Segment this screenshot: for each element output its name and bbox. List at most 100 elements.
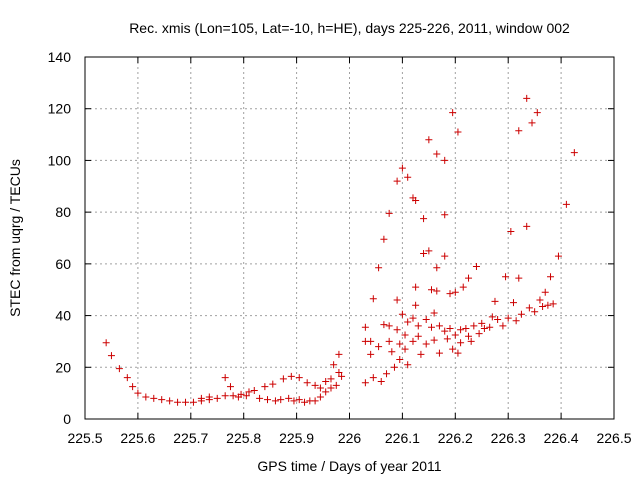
data-point — [528, 119, 536, 127]
data-point — [533, 109, 541, 117]
x-axis-title: GPS time / Days of year 2011 — [257, 458, 441, 474]
data-point — [414, 332, 422, 340]
data-point — [422, 315, 430, 323]
grid-lines — [85, 57, 614, 419]
x-tick-label: 226.2 — [438, 430, 473, 446]
data-point — [446, 290, 454, 298]
x-axis-ticks: 225.5 225.6 225.7 225.8 225.9 226 226.1 226.2 22… — [67, 57, 632, 446]
data-point — [335, 368, 343, 376]
data-point — [385, 322, 393, 330]
data-point — [562, 200, 570, 208]
data-point — [523, 94, 531, 102]
x-tick-label: 226.4 — [544, 430, 579, 446]
data-point — [367, 350, 375, 358]
data-point — [361, 323, 369, 331]
data-point — [396, 340, 404, 348]
x-tick-label: 226 — [338, 430, 362, 446]
data-point — [536, 296, 544, 304]
data-point — [441, 252, 449, 260]
data-point — [393, 326, 401, 334]
data-point — [449, 109, 457, 117]
data-point — [472, 262, 480, 270]
data-point — [213, 394, 221, 402]
y-tick-label: 140 — [48, 49, 72, 65]
x-tick-label: 225.9 — [279, 430, 314, 446]
data-point — [570, 149, 578, 157]
data-point — [404, 318, 412, 326]
x-tick-label: 225.8 — [226, 430, 261, 446]
data-point — [150, 394, 158, 402]
data-point — [322, 388, 330, 396]
data-point — [129, 383, 137, 391]
data-point — [375, 343, 383, 351]
data-point — [509, 299, 517, 307]
data-point — [409, 337, 417, 345]
data-point — [430, 309, 438, 317]
data-point — [412, 283, 420, 291]
data-point — [142, 393, 150, 401]
data-point — [549, 300, 557, 308]
x-tick-label: 225.6 — [120, 430, 155, 446]
data-point — [242, 392, 250, 400]
x-tick-label: 225.5 — [67, 430, 102, 446]
data-point — [375, 264, 383, 272]
data-point — [221, 374, 229, 382]
data-point — [491, 297, 499, 305]
data-point — [499, 322, 507, 330]
data-point — [433, 150, 441, 158]
data-point — [494, 315, 502, 323]
y-axis-title: STEC from uqrg / TECUs — [7, 159, 23, 317]
data-point — [470, 322, 478, 330]
data-point — [287, 372, 295, 380]
data-point — [446, 325, 454, 332]
data-point — [256, 394, 264, 402]
data-point — [316, 384, 324, 392]
data-point — [457, 339, 465, 347]
data-point — [245, 388, 253, 396]
data-point — [480, 325, 488, 332]
data-point — [544, 301, 552, 309]
data-point — [295, 396, 303, 404]
data-point — [488, 313, 496, 321]
data-point — [134, 389, 142, 397]
data-point — [361, 379, 369, 387]
data-point — [412, 301, 420, 309]
data-point — [515, 274, 523, 282]
data-point — [301, 398, 309, 406]
data-point — [425, 247, 433, 255]
data-point — [465, 274, 473, 282]
data-point — [409, 314, 417, 322]
data-point — [412, 197, 420, 205]
data-point — [454, 128, 462, 136]
data-point — [435, 349, 443, 357]
data-point — [398, 310, 406, 318]
data-point — [303, 379, 311, 387]
data-point — [457, 326, 465, 334]
data-point — [398, 164, 406, 172]
data-point — [390, 363, 398, 371]
y-axis-ticks: 0 20 40 60 80 100 120 140 — [48, 49, 614, 427]
data-point — [441, 327, 449, 335]
data-point — [486, 323, 494, 331]
data-point — [102, 339, 110, 347]
data-point — [166, 397, 174, 405]
data-point — [454, 349, 462, 357]
data-point — [261, 383, 269, 391]
data-point — [237, 390, 245, 398]
data-point — [420, 215, 428, 223]
data-point — [430, 336, 438, 344]
data-point — [377, 378, 385, 386]
data-point — [427, 323, 435, 331]
x-tick-label: 226.5 — [596, 430, 631, 446]
data-point — [107, 352, 115, 360]
data-point — [441, 211, 449, 219]
data-point — [385, 337, 393, 345]
data-point — [517, 310, 525, 318]
data-point — [478, 319, 486, 327]
data-point — [459, 283, 467, 291]
data-point — [554, 252, 562, 260]
data-point — [401, 345, 409, 353]
y-tick-label: 60 — [55, 256, 71, 272]
data-point — [422, 340, 430, 348]
data-point — [174, 398, 182, 406]
